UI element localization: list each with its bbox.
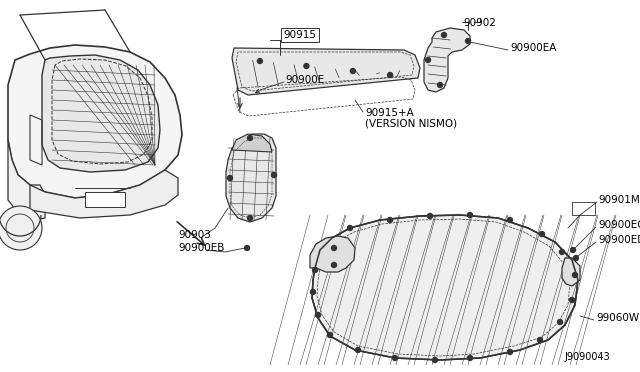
Polygon shape	[310, 236, 355, 272]
Circle shape	[570, 247, 575, 253]
Text: 90900E: 90900E	[285, 75, 324, 85]
Circle shape	[442, 32, 447, 38]
Polygon shape	[424, 28, 470, 92]
Text: 99060W: 99060W	[596, 313, 639, 323]
Circle shape	[508, 350, 513, 355]
Circle shape	[392, 356, 397, 360]
Circle shape	[316, 312, 321, 317]
Circle shape	[538, 337, 543, 343]
Circle shape	[387, 218, 392, 222]
Polygon shape	[226, 134, 276, 222]
Circle shape	[433, 357, 438, 362]
Circle shape	[355, 347, 360, 353]
Circle shape	[467, 212, 472, 218]
Circle shape	[428, 214, 433, 218]
Circle shape	[467, 356, 472, 360]
Circle shape	[573, 273, 577, 278]
Circle shape	[465, 38, 470, 44]
Circle shape	[438, 83, 442, 87]
Circle shape	[426, 58, 431, 62]
Polygon shape	[30, 170, 178, 218]
Polygon shape	[232, 48, 420, 95]
Text: 90915: 90915	[284, 30, 317, 40]
Circle shape	[573, 256, 579, 260]
Circle shape	[248, 135, 253, 141]
Circle shape	[304, 64, 309, 68]
Polygon shape	[8, 140, 45, 220]
Circle shape	[508, 218, 513, 222]
Text: 90900EB: 90900EB	[178, 243, 225, 253]
Circle shape	[0, 206, 42, 250]
Polygon shape	[42, 55, 160, 172]
Circle shape	[310, 289, 316, 295]
Text: 90915+A: 90915+A	[365, 108, 413, 118]
Circle shape	[271, 173, 276, 177]
Circle shape	[540, 231, 545, 237]
Circle shape	[227, 176, 232, 180]
Circle shape	[348, 225, 353, 231]
Circle shape	[332, 246, 337, 250]
Text: 90902: 90902	[463, 18, 497, 28]
Circle shape	[557, 320, 563, 324]
Text: (VERSION NISMO): (VERSION NISMO)	[365, 118, 457, 128]
Polygon shape	[562, 258, 580, 286]
Circle shape	[328, 333, 333, 337]
Circle shape	[332, 263, 337, 267]
Circle shape	[388, 73, 392, 77]
Text: 90901M: 90901M	[598, 195, 640, 205]
Polygon shape	[8, 45, 182, 198]
Text: 90900EC: 90900EC	[598, 220, 640, 230]
Circle shape	[351, 68, 355, 74]
Circle shape	[248, 215, 253, 221]
Polygon shape	[232, 134, 272, 152]
Polygon shape	[85, 192, 125, 207]
Text: 90900EA: 90900EA	[510, 43, 556, 53]
Circle shape	[559, 250, 564, 254]
Circle shape	[312, 267, 317, 273]
Text: J9090043: J9090043	[564, 352, 610, 362]
Polygon shape	[312, 215, 578, 360]
Circle shape	[257, 58, 262, 64]
Circle shape	[244, 246, 250, 250]
Circle shape	[570, 298, 575, 302]
Text: 90900ED: 90900ED	[598, 235, 640, 245]
Text: 90903: 90903	[178, 230, 211, 240]
